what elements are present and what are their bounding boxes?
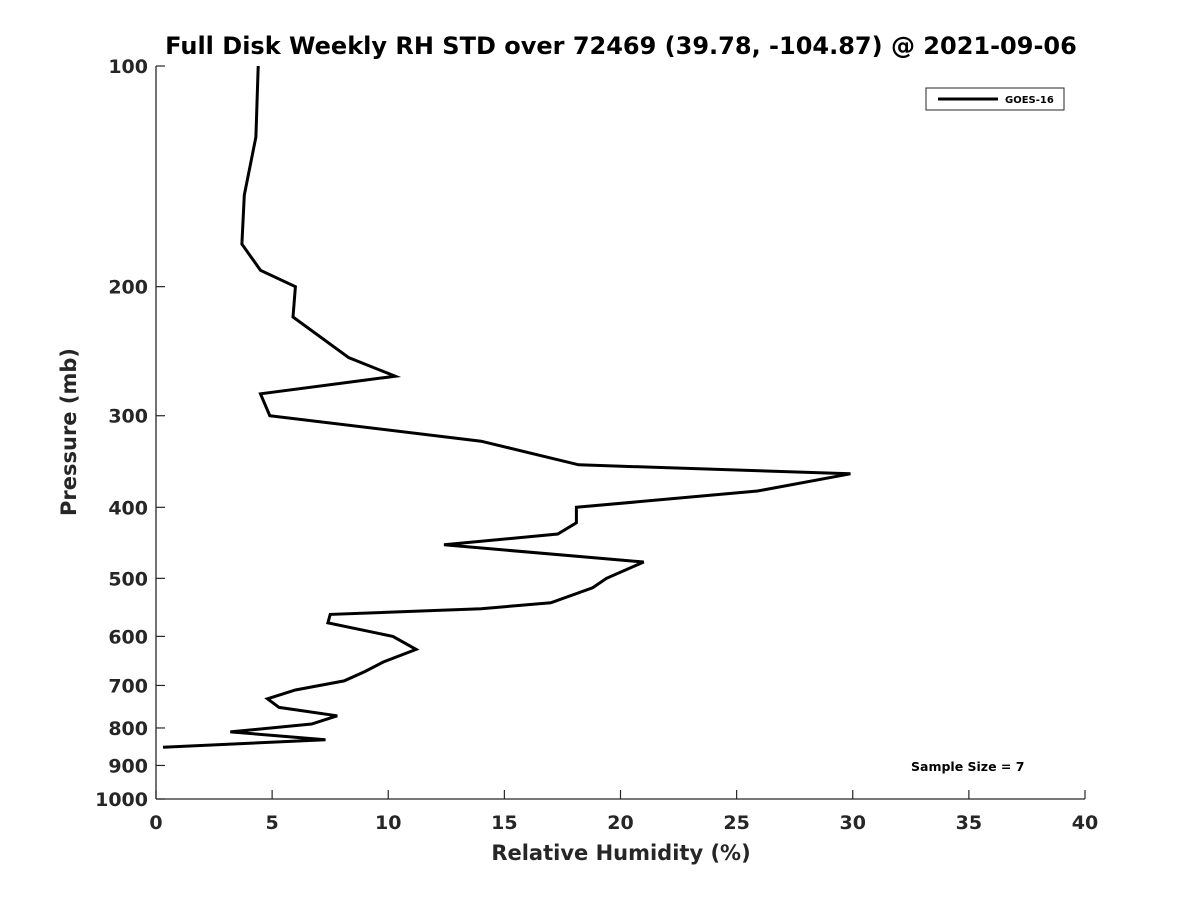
series-line-goes-16 <box>162 65 851 749</box>
plot-area: 0 5 10 15 20 25 30 35 40 100 200 300 400 500 600 700 80… <box>95 56 1098 834</box>
x-tick-label: 5 <box>266 812 279 834</box>
x-tick-label: 30 <box>840 812 866 834</box>
y-axis-label: Pressure (mb) <box>57 348 81 516</box>
y-tick-label: 800 <box>108 718 148 740</box>
legend: GOES-16 <box>925 87 1065 111</box>
y-axis-ticks: 100 200 300 400 500 600 700 800 900 1000 <box>95 56 165 811</box>
x-axis-ticks: 0 5 10 15 20 25 30 35 40 <box>149 790 1098 834</box>
y-tick-label: 200 <box>108 277 148 299</box>
chart-title: Full Disk Weekly RH STD over 72469 (39.7… <box>165 32 1077 60</box>
y-tick-label: 300 <box>108 406 148 428</box>
x-tick-label: 40 <box>1072 812 1098 834</box>
x-tick-label: 0 <box>149 812 162 834</box>
series-layer <box>162 65 851 749</box>
y-tick-label: 700 <box>108 675 148 697</box>
y-tick-label: 600 <box>108 626 148 648</box>
y-tick-label: 900 <box>108 755 148 777</box>
x-tick-label: 35 <box>956 812 982 834</box>
y-tick-label: 100 <box>108 56 148 78</box>
sample-size-annotation: Sample Size = 7 <box>911 759 1024 774</box>
y-tick-label: 1000 <box>95 789 148 811</box>
x-axis-label: Relative Humidity (%) <box>491 841 750 865</box>
legend-entry-goes-16: GOES-16 <box>1005 95 1054 106</box>
y-tick-label: 400 <box>108 497 148 519</box>
x-tick-label: 20 <box>607 812 633 834</box>
x-tick-label: 15 <box>491 812 517 834</box>
x-tick-label: 10 <box>375 812 401 834</box>
y-tick-label: 500 <box>108 568 148 590</box>
x-tick-label: 25 <box>723 812 749 834</box>
